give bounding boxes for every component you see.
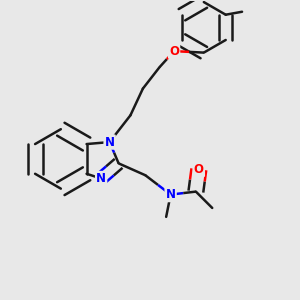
Text: N: N — [105, 136, 115, 148]
Text: N: N — [96, 172, 106, 185]
Text: O: O — [169, 45, 179, 58]
Text: N: N — [166, 188, 176, 201]
Text: O: O — [194, 163, 204, 176]
